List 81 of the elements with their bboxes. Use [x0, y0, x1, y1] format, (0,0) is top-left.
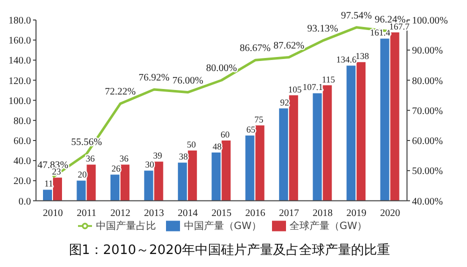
data-label: 26 [111, 164, 121, 174]
y-tick-label: 0.0 [18, 196, 31, 208]
data-label: 80.00% [206, 63, 237, 74]
data-label: 39 [153, 150, 163, 161]
bar [346, 66, 356, 201]
bar [120, 164, 130, 201]
y2-tick-label: 80.00% [412, 76, 443, 87]
bar [380, 38, 390, 201]
legend-label: 中国产量占比 [96, 220, 156, 232]
y-tick-label: 80.0 [14, 116, 31, 127]
data-label: 11 [44, 178, 53, 189]
x-tick-label: 2019 [346, 208, 366, 219]
bar [154, 162, 164, 201]
bar [86, 164, 96, 201]
y2-tick-label: 40.00% [412, 196, 443, 208]
data-label: 72.22% [104, 86, 136, 98]
y2-tick-label: 60.00% [412, 136, 443, 148]
bar [245, 135, 254, 201]
y-tick-label: 160.0 [8, 36, 31, 47]
data-label: 65 [246, 124, 256, 134]
y-tick-label: 120.0 [8, 76, 31, 87]
bar [222, 140, 231, 201]
legend-label: 全球产量（GW） [290, 220, 368, 232]
data-label: 38 [178, 152, 188, 162]
x-tick-label: 2016 [245, 208, 266, 219]
data-label: 30 [145, 160, 155, 170]
x-tick-label: 2015 [212, 208, 232, 219]
bar [255, 125, 264, 201]
data-label: 36 [86, 154, 96, 164]
bar [356, 62, 366, 201]
bar [322, 85, 332, 201]
y2-tick-label: 70.00% [412, 106, 443, 117]
data-label: 107.1 [302, 82, 323, 92]
y-tick-label: 100.0 [8, 96, 31, 107]
y-tick-label: 60.0 [14, 136, 31, 148]
data-label: 48 [212, 142, 222, 152]
x-tick-label: 2017 [278, 208, 299, 219]
data-label: 60 [220, 129, 230, 140]
y-tick-label: 180.0 [8, 16, 31, 27]
data-label: 138 [356, 51, 370, 62]
x-tick-label: 2011 [76, 208, 96, 219]
bar [76, 180, 86, 201]
data-label: 86.67% [240, 43, 271, 54]
text: 图1：2010～2020年中国硅片产量及占全球产量的比重 [68, 242, 392, 259]
y2-tick-label: 90.00% [412, 46, 443, 57]
x-tick-label: 2010 [42, 208, 63, 219]
y2-tick-label: 50.00% [412, 166, 443, 178]
bar [312, 93, 322, 201]
data-label: 134.6 [336, 54, 358, 65]
bar [110, 174, 120, 201]
data-label: 105 [288, 84, 302, 94]
data-label: 76.00% [172, 75, 204, 86]
y2-tick-label: 100.00% [412, 16, 448, 27]
data-label: 92 [280, 97, 290, 108]
bar [279, 108, 288, 201]
data-label: 76.92% [138, 72, 170, 84]
bar [178, 162, 187, 201]
data-label: 50 [186, 140, 196, 150]
x-tick-label: 2013 [144, 208, 164, 219]
bar [53, 178, 62, 201]
data-label: 75 [254, 114, 264, 124]
y-tick-label: 140.0 [8, 56, 31, 67]
bar [390, 32, 400, 201]
data-label: 36 [119, 154, 129, 164]
data-label: 115 [322, 74, 336, 84]
data-label: 87.62% [274, 40, 304, 52]
y-tick-label: 40.0 [14, 156, 31, 168]
x-tick-label: 2012 [110, 208, 130, 219]
bar [188, 150, 197, 201]
legend-label: 中国产量（GW） [184, 220, 262, 232]
y-tick-label: 20.0 [14, 176, 31, 188]
data-label: 97.54% [340, 10, 372, 22]
x-tick-label: 2014 [178, 208, 198, 219]
x-tick-label: 2020 [380, 208, 400, 219]
x-tick-label: 2018 [312, 208, 333, 219]
bar [289, 95, 298, 201]
bar [144, 170, 154, 201]
data-label: 20 [78, 170, 88, 180]
bar [212, 152, 221, 201]
data-label: 93.13% [307, 24, 338, 35]
bar [43, 190, 52, 201]
